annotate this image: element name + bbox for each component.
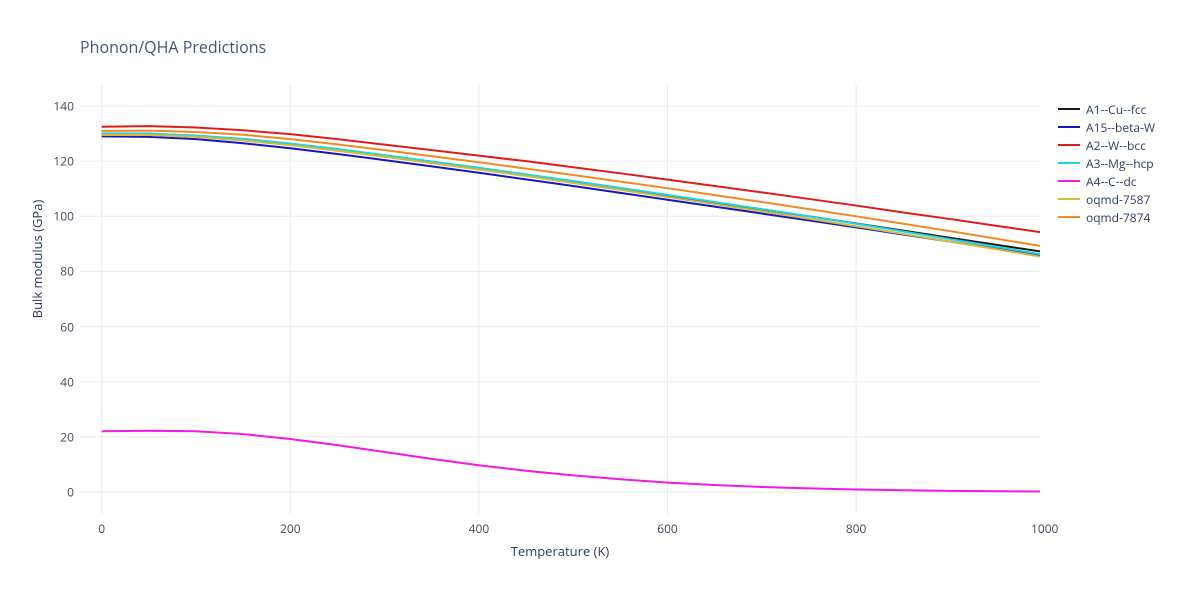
x-tick-label: 200 <box>280 520 301 537</box>
legend-swatch <box>1058 198 1080 200</box>
legend-label: A4--C--dc <box>1086 173 1137 190</box>
legend-swatch <box>1058 162 1080 164</box>
series-line[interactable] <box>102 134 1040 255</box>
legend-swatch <box>1058 108 1080 110</box>
series-line[interactable] <box>102 126 1040 233</box>
y-tick-label: 140 <box>48 98 74 115</box>
legend-label: A2--W--bcc <box>1086 137 1146 154</box>
legend-swatch <box>1058 216 1080 218</box>
x-tick-label: 1000 <box>1031 520 1058 537</box>
y-tick-label: 60 <box>48 318 74 335</box>
y-axis-label: Bulk modulus (GPa) <box>28 159 46 359</box>
x-tick-label: 800 <box>846 520 867 537</box>
legend[interactable]: A1--Cu--fccA15--beta-WA2--W--bccA3--Mg--… <box>1058 100 1155 226</box>
legend-item[interactable]: A4--C--dc <box>1058 172 1155 190</box>
series-line[interactable] <box>102 136 1040 256</box>
x-tick-label: 0 <box>98 520 105 537</box>
y-tick-label: 80 <box>48 263 74 280</box>
chart-container: Phonon/QHA Predictions Temperature (K) B… <box>0 0 1200 600</box>
x-axis-label: Temperature (K) <box>80 542 1040 560</box>
legend-item[interactable]: A3--Mg--hcp <box>1058 154 1155 172</box>
legend-label: oqmd-7587 <box>1086 191 1150 208</box>
legend-item[interactable]: A2--W--bcc <box>1058 136 1155 154</box>
legend-swatch <box>1058 180 1080 182</box>
legend-item[interactable]: oqmd-7587 <box>1058 190 1155 208</box>
y-tick-label: 120 <box>48 153 74 170</box>
legend-swatch <box>1058 144 1080 146</box>
y-tick-label: 0 <box>48 483 74 500</box>
series-line[interactable] <box>102 135 1040 257</box>
y-tick-label: 20 <box>48 428 74 445</box>
series-line[interactable] <box>102 431 1040 492</box>
x-tick-label: 400 <box>469 520 490 537</box>
legend-label: A1--Cu--fcc <box>1086 101 1146 118</box>
legend-swatch <box>1058 126 1080 128</box>
y-tick-label: 100 <box>48 208 74 225</box>
plot-svg <box>80 84 1040 514</box>
y-tick-label: 40 <box>48 373 74 390</box>
plot-area[interactable] <box>80 84 1040 514</box>
legend-label: A3--Mg--hcp <box>1086 155 1154 172</box>
legend-label: oqmd-7874 <box>1086 209 1150 226</box>
legend-item[interactable]: A15--beta-W <box>1058 118 1155 136</box>
x-tick-label: 600 <box>657 520 678 537</box>
chart-title: Phonon/QHA Predictions <box>80 36 266 58</box>
legend-label: A15--beta-W <box>1086 119 1155 136</box>
legend-item[interactable]: A1--Cu--fcc <box>1058 100 1155 118</box>
legend-item[interactable]: oqmd-7874 <box>1058 208 1155 226</box>
